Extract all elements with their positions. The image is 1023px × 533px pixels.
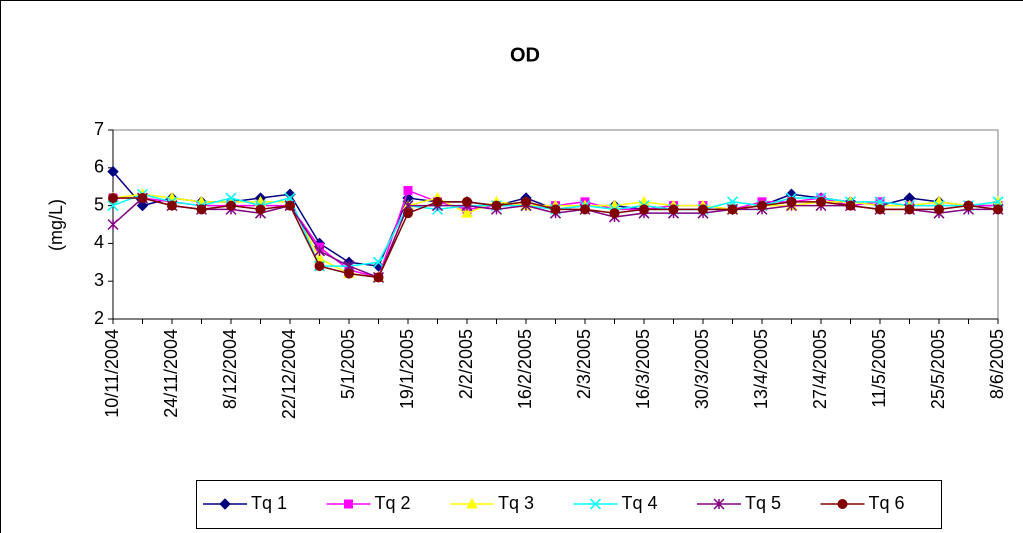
marker bbox=[225, 192, 237, 204]
marker bbox=[107, 200, 119, 212]
marker bbox=[226, 200, 236, 211]
marker bbox=[285, 200, 295, 211]
y-tick-label: 4 bbox=[94, 232, 104, 252]
marker bbox=[845, 200, 856, 211]
legend-label: Tq 3 bbox=[498, 493, 534, 513]
x-tick-label: 2/2/2005 bbox=[456, 329, 476, 399]
x-tick-label: 5/1/2005 bbox=[338, 329, 358, 399]
marker bbox=[462, 196, 472, 207]
marker bbox=[461, 207, 473, 218]
legend-label: Tq 5 bbox=[745, 493, 781, 513]
marker bbox=[219, 498, 231, 510]
marker bbox=[167, 200, 177, 211]
x-tick-label: 2/3/2005 bbox=[574, 329, 594, 399]
marker bbox=[136, 199, 149, 212]
marker bbox=[963, 200, 974, 211]
x-tick-label: 30/3/2005 bbox=[692, 329, 712, 409]
x-tick-label: 10/11/2004 bbox=[102, 329, 122, 418]
marker bbox=[107, 218, 119, 231]
marker bbox=[837, 499, 848, 509]
marker bbox=[313, 245, 326, 257]
y-tick-label: 2 bbox=[94, 308, 104, 328]
legend-label: Tq 2 bbox=[375, 493, 411, 513]
x-tick-label: 19/1/2005 bbox=[397, 329, 417, 409]
marker bbox=[344, 268, 354, 279]
marker bbox=[255, 204, 266, 215]
marker bbox=[580, 204, 590, 215]
y-axis-label: (mg/L) bbox=[46, 199, 66, 251]
plot-area bbox=[112, 129, 999, 320]
marker bbox=[521, 196, 531, 207]
marker bbox=[757, 200, 767, 211]
marker bbox=[107, 165, 119, 178]
y-tick-label: 7 bbox=[94, 119, 104, 139]
marker bbox=[314, 261, 325, 272]
marker bbox=[196, 204, 207, 215]
x-tick-label: 22/12/2004 bbox=[279, 329, 299, 419]
marker bbox=[589, 498, 602, 510]
marker bbox=[491, 200, 502, 211]
x-tick-label: 11/5/2005 bbox=[869, 329, 889, 408]
marker bbox=[875, 204, 885, 215]
marker bbox=[727, 204, 738, 215]
marker bbox=[639, 204, 649, 215]
x-tick-label: 25/5/2005 bbox=[928, 329, 948, 409]
y-tick-label: 5 bbox=[94, 194, 104, 214]
marker bbox=[904, 204, 915, 215]
marker bbox=[403, 208, 413, 219]
marker bbox=[108, 193, 118, 204]
marker bbox=[344, 499, 353, 509]
marker bbox=[668, 204, 679, 215]
legend bbox=[196, 480, 942, 529]
marker bbox=[403, 185, 413, 195]
marker bbox=[550, 204, 561, 215]
legend-label: Tq 4 bbox=[622, 493, 658, 513]
marker bbox=[993, 204, 1003, 215]
x-tick-label: 13/4/2005 bbox=[751, 329, 771, 409]
x-tick-label: 24/11/2004 bbox=[161, 329, 181, 418]
marker bbox=[713, 498, 725, 510]
marker bbox=[373, 272, 384, 283]
marker bbox=[372, 256, 385, 268]
y-tick-label: 6 bbox=[94, 157, 104, 177]
marker bbox=[137, 193, 148, 204]
legend-label: Tq 1 bbox=[251, 493, 287, 513]
x-tick-label: 8/6/2005 bbox=[987, 329, 1007, 399]
x-tick-label: 16/3/2005 bbox=[633, 329, 653, 409]
x-tick-label: 16/2/2005 bbox=[515, 329, 535, 409]
x-tick-label: 27/4/2005 bbox=[810, 329, 830, 409]
marker bbox=[786, 196, 797, 207]
marker bbox=[816, 196, 826, 207]
marker bbox=[466, 497, 478, 509]
marker bbox=[609, 208, 620, 219]
legend-label: Tq 6 bbox=[869, 493, 905, 513]
x-tick-label: 8/12/2004 bbox=[220, 329, 240, 409]
marker bbox=[934, 204, 944, 215]
y-tick-label: 3 bbox=[94, 270, 104, 290]
marker bbox=[698, 204, 708, 215]
chart-title: OD bbox=[510, 44, 540, 66]
marker bbox=[432, 196, 443, 207]
